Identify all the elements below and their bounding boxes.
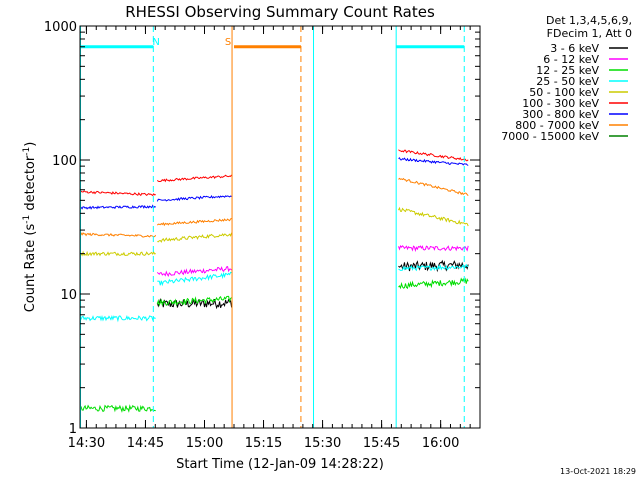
y-tick-label-1: 10: [60, 288, 77, 303]
mode-bar-label-1: S: [225, 37, 231, 48]
axis-layer: 14:30 14:45 15:00 15:15 15:30 15:45 16:00 1 10 10…: [44, 20, 481, 451]
legend-label-1: 6 - 12 keV: [543, 53, 599, 66]
x-tick-label-0: 14:30: [68, 436, 105, 451]
x-tick-label-3: 15:15: [245, 436, 282, 451]
y-tick-label-3: 1000: [44, 20, 77, 35]
series-line-0: [156, 259, 469, 310]
legend-label-3: 25 - 50 keV: [536, 75, 599, 88]
legend-header-line-2: FDecim 1, Att 0: [547, 27, 632, 40]
series-line-6: [79, 157, 469, 210]
legend-label-4: 50 - 100 keV: [529, 86, 599, 99]
y-tick-label-0: 1: [69, 422, 77, 437]
y-tick-label-2: 100: [52, 154, 77, 169]
legend-label-2: 12 - 25 keV: [536, 64, 599, 77]
legend-header-line-1: Det 1,3,4,5,6,9,: [546, 14, 632, 27]
x-tick-label-1: 14:45: [127, 436, 164, 451]
series-line-4: [79, 206, 469, 257]
y-axis-title-exponent-2: -1: [22, 147, 32, 156]
legend-label-5: 100 - 300 keV: [522, 97, 599, 110]
legend-label-8: 7000 - 15000 keV: [501, 130, 599, 143]
series-line-3: [79, 263, 469, 323]
series-line-2: [80, 277, 469, 413]
y-axis-title-exponent-1: -1: [22, 215, 32, 224]
series-line-5: [80, 149, 469, 197]
x-axis-title: Start Time (12-Jan-09 14:28:22): [176, 457, 384, 472]
x-tick-label-5: 15:45: [363, 436, 400, 451]
chart-title: RHESSI Observing Summary Count Rates: [125, 3, 435, 21]
y-axis-title-mid: detector: [23, 155, 38, 215]
x-tick-label-2: 15:00: [186, 436, 223, 451]
y-axis-title-main: Count Rate (s: [23, 224, 38, 313]
footer-timestamp: 13-Oct-2021 18:29: [560, 467, 636, 476]
series-line-7: [79, 177, 469, 238]
y-axis-title: Count Rate (s-1 detector-1): [22, 142, 38, 313]
data-layer: [79, 149, 469, 413]
plot-frame: [79, 25, 481, 429]
y-axis-title-end: ): [23, 142, 38, 147]
legend-label-7: 800 - 7000 keV: [515, 119, 599, 132]
legend-label-0: 3 - 6 keV: [550, 42, 599, 55]
x-tick-label-6: 16:00: [422, 436, 459, 451]
x-tick-label-4: 15:30: [304, 436, 341, 451]
mode-bar-label-0: N: [152, 37, 159, 48]
series-line-1: [156, 245, 469, 278]
legend: Det 1,3,4,5,6,9, FDecim 1, Att 0 3 - 6 k…: [501, 14, 632, 143]
legend-label-6: 300 - 800 keV: [522, 108, 599, 121]
